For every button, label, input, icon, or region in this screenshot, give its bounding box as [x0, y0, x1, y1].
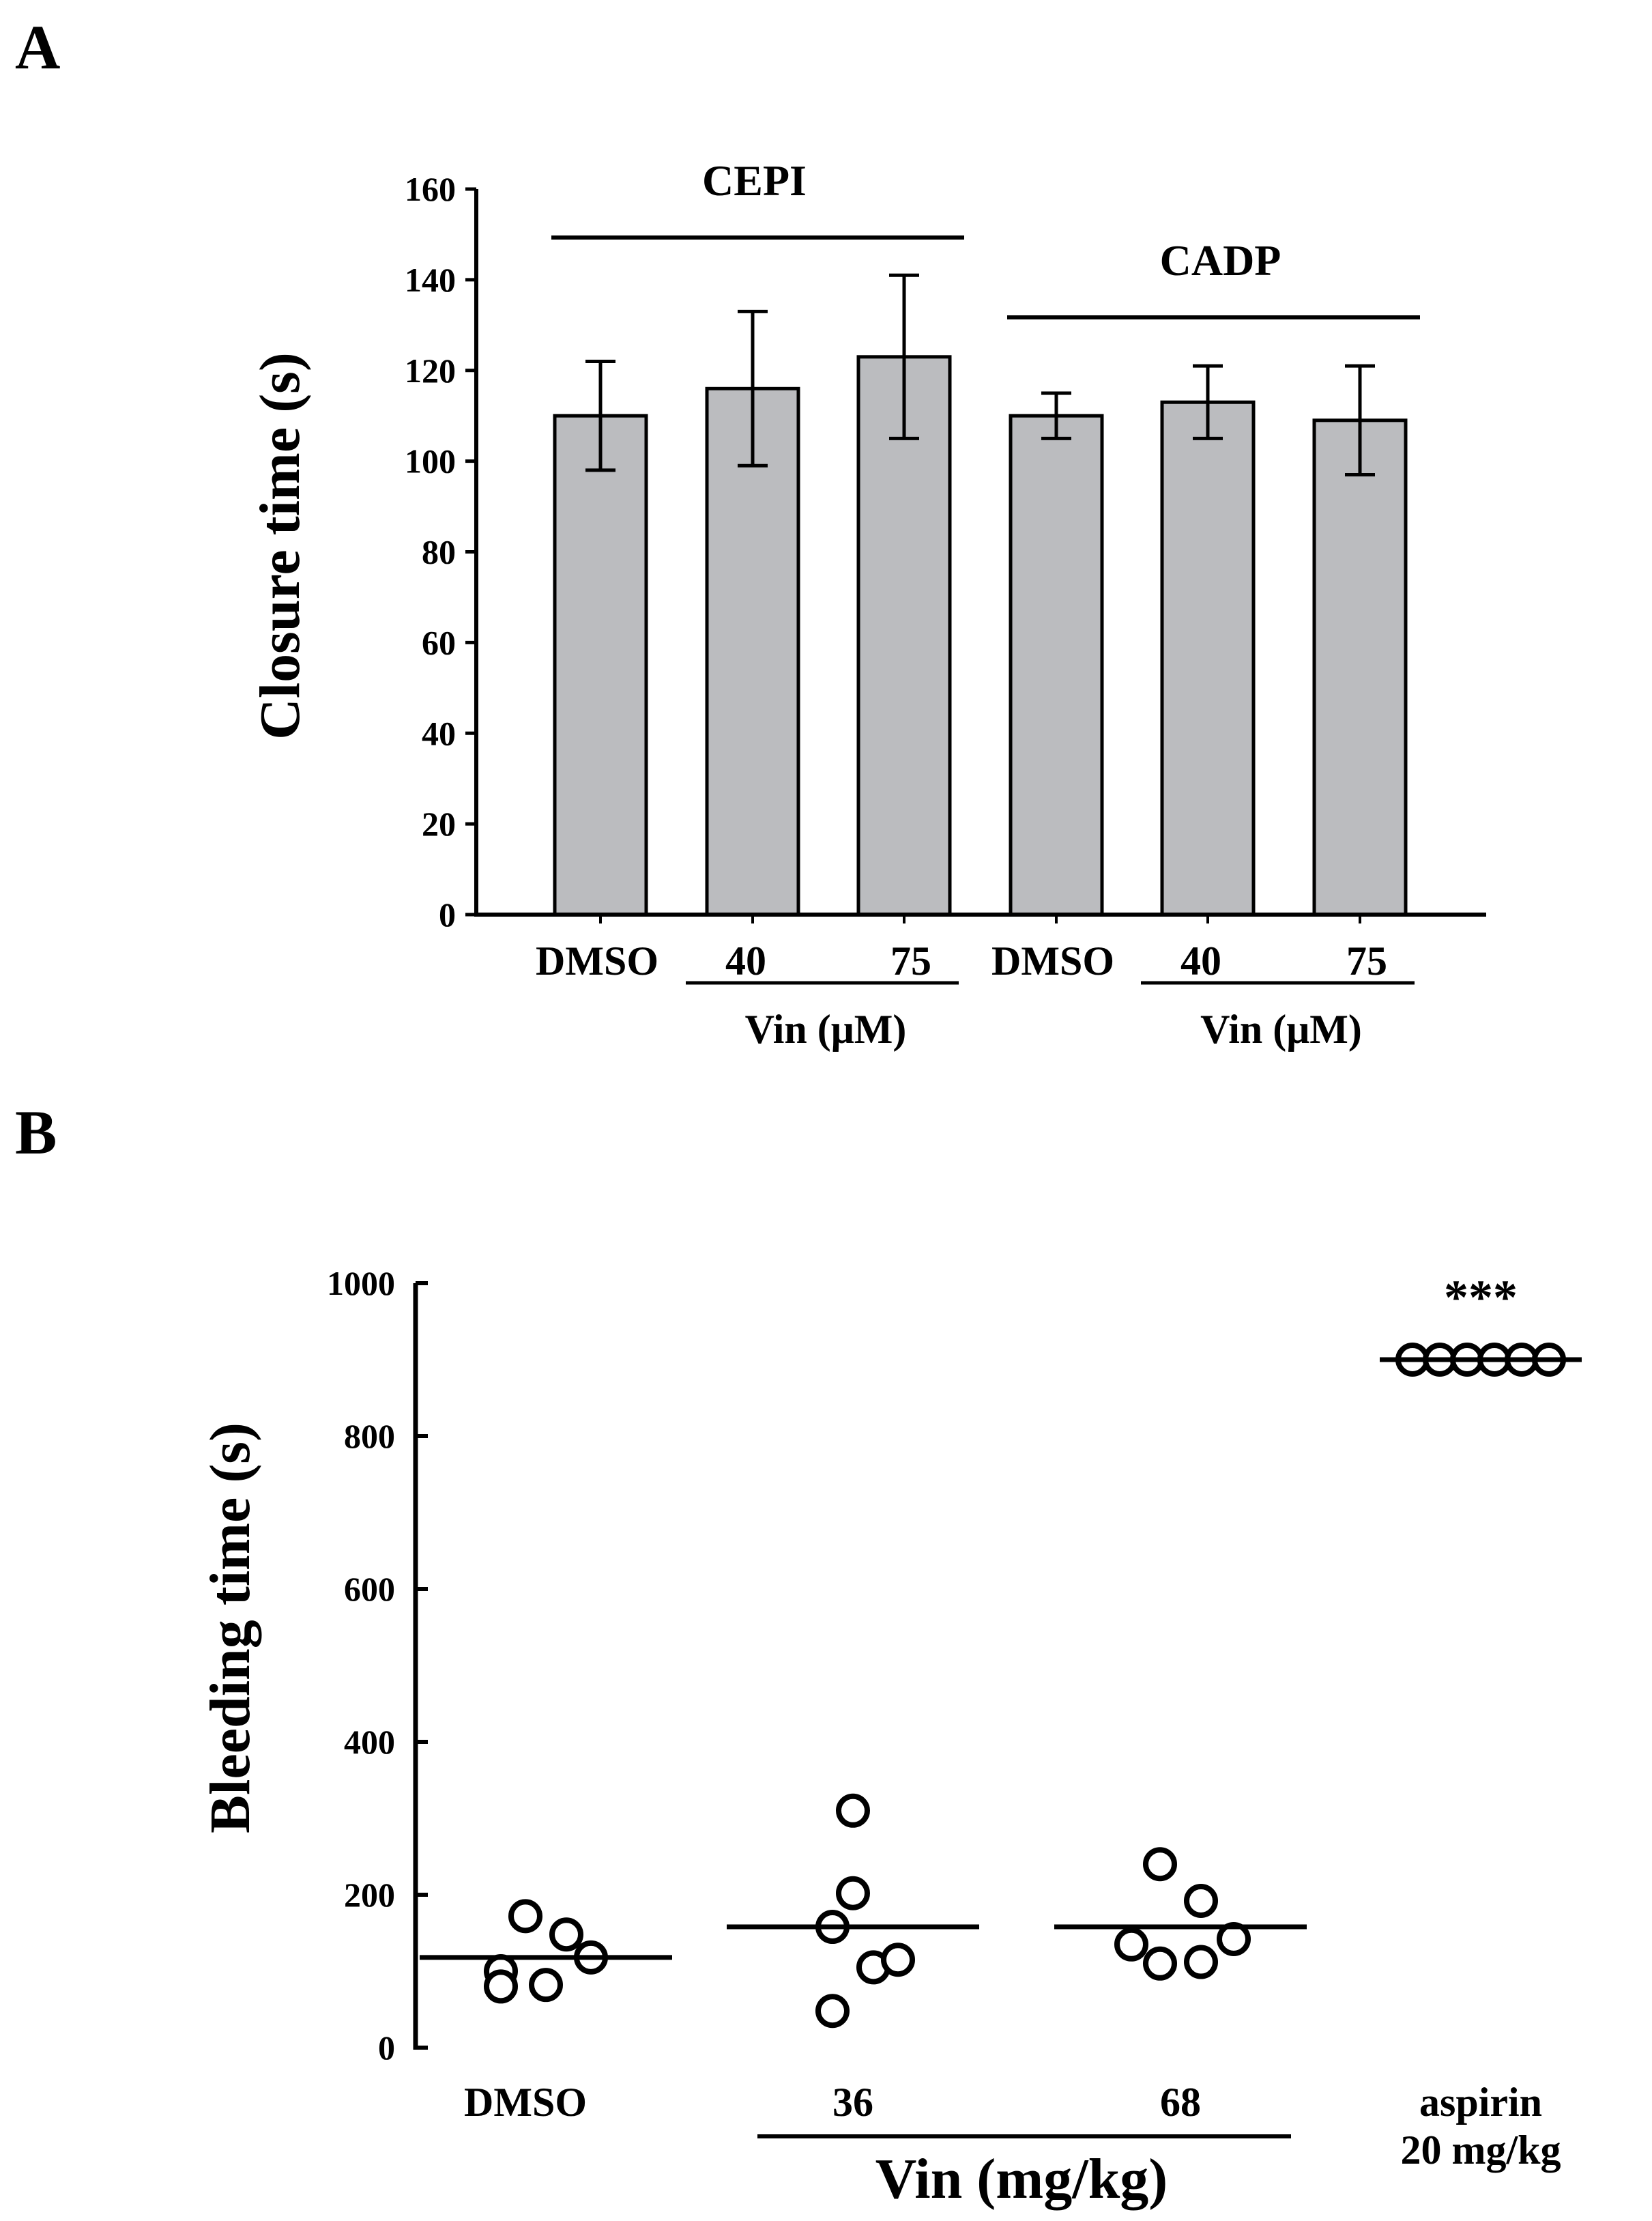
data-point: [484, 1969, 518, 2004]
closure-time-axis-title: Closure time (s): [248, 352, 312, 740]
x-category-label: 68: [1160, 2080, 1201, 2125]
x-category-label: 36: [832, 2080, 873, 2125]
data-point: [508, 1899, 542, 1934]
y-tick-label: 40: [422, 714, 456, 752]
data-point: [1143, 1847, 1177, 1882]
bleeding-time-chart: Bleeding time (s) 0 200 400 600 800 1000 *** DM…: [199, 1264, 1582, 2211]
x-category-label: 20 mg/kg: [1400, 2127, 1561, 2173]
y-tick-label: 800: [344, 1417, 395, 1455]
treatment-label: Vin (μM): [745, 1007, 907, 1052]
x-category-label: DMSO: [991, 938, 1114, 984]
bar: [1160, 400, 1256, 917]
bar: [1312, 418, 1408, 917]
data-point: [549, 1917, 583, 1952]
bar: [856, 355, 952, 917]
x-category-label: DMSO: [464, 2080, 587, 2125]
treatment-label: Vin (μM): [1200, 1007, 1362, 1052]
data-point: [815, 1994, 850, 2029]
y-tick-label: 600: [344, 1570, 395, 1608]
data-point: [881, 1943, 915, 1977]
y-tick-label: 0: [439, 895, 456, 934]
data-point: [1143, 1946, 1177, 1981]
significance-marker: ***: [1444, 1270, 1518, 1325]
y-tick-label: 120: [405, 352, 456, 390]
group-label: CADP: [1160, 236, 1281, 285]
data-point: [836, 1793, 870, 1828]
x-category-label: aspirin: [1419, 2080, 1542, 2125]
y-tick-label: 0: [378, 2029, 395, 2067]
bar: [705, 386, 800, 917]
y-tick-label: 80: [422, 533, 456, 571]
y-tick-label: 400: [344, 1723, 395, 1761]
y-tick-label: 20: [422, 805, 456, 843]
data-point: [529, 1968, 563, 2003]
x-category-label: 75: [1346, 938, 1387, 984]
y-tick-label: 60: [422, 623, 456, 661]
x-category-label: 40: [1180, 938, 1221, 984]
y-tick-label: 160: [405, 170, 456, 208]
data-point: [1184, 1945, 1218, 1979]
group-label: CEPI: [702, 156, 807, 205]
y-tick-label: 140: [405, 261, 456, 299]
y-tick-label: 1000: [327, 1264, 395, 1302]
bleeding-time-axis-title: Bleeding time (s): [199, 1422, 262, 1833]
panel-b-letter: B: [15, 1098, 57, 1167]
y-tick-label: 100: [405, 442, 456, 481]
x-category-label: DMSO: [536, 938, 658, 984]
closure-time-chart: Closure time (s) 0 20 40 60 80 100 120 140 160 DM…: [248, 156, 1486, 1052]
panel-a-letter: A: [15, 12, 60, 82]
y-tick-label: 200: [344, 1876, 395, 1914]
x-category-label: 40: [725, 938, 766, 984]
data-point: [1184, 1883, 1218, 1918]
bar: [1009, 414, 1104, 917]
x-category-label: 75: [890, 938, 931, 984]
data-point: [1114, 1927, 1148, 1962]
treatment-label: Vin (mg/kg): [875, 2147, 1168, 2211]
data-point: [836, 1876, 870, 1910]
bar: [553, 414, 648, 917]
